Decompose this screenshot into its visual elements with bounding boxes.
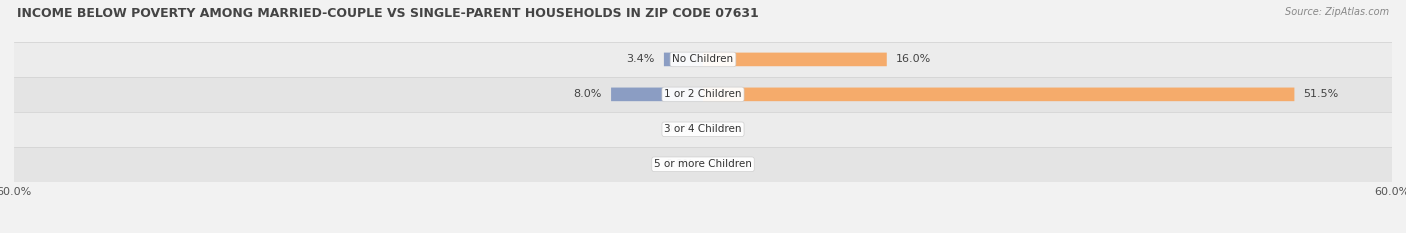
Bar <box>14 112 1392 147</box>
Bar <box>14 147 1392 182</box>
Text: 1 or 2 Children: 1 or 2 Children <box>664 89 742 99</box>
Bar <box>14 42 1392 77</box>
Text: Source: ZipAtlas.com: Source: ZipAtlas.com <box>1285 7 1389 17</box>
Text: 0.0%: 0.0% <box>713 159 741 169</box>
Text: 16.0%: 16.0% <box>896 55 931 64</box>
Text: 0.0%: 0.0% <box>713 124 741 134</box>
FancyBboxPatch shape <box>703 88 1295 101</box>
Text: 51.5%: 51.5% <box>1303 89 1339 99</box>
Text: 8.0%: 8.0% <box>574 89 602 99</box>
Text: 0.0%: 0.0% <box>665 159 693 169</box>
Text: INCOME BELOW POVERTY AMONG MARRIED-COUPLE VS SINGLE-PARENT HOUSEHOLDS IN ZIP COD: INCOME BELOW POVERTY AMONG MARRIED-COUPL… <box>17 7 759 20</box>
FancyBboxPatch shape <box>664 53 703 66</box>
Bar <box>14 77 1392 112</box>
Text: 3 or 4 Children: 3 or 4 Children <box>664 124 742 134</box>
Text: 5 or more Children: 5 or more Children <box>654 159 752 169</box>
Text: No Children: No Children <box>672 55 734 64</box>
FancyBboxPatch shape <box>612 88 703 101</box>
Text: 0.0%: 0.0% <box>665 124 693 134</box>
Text: 3.4%: 3.4% <box>627 55 655 64</box>
FancyBboxPatch shape <box>703 53 887 66</box>
